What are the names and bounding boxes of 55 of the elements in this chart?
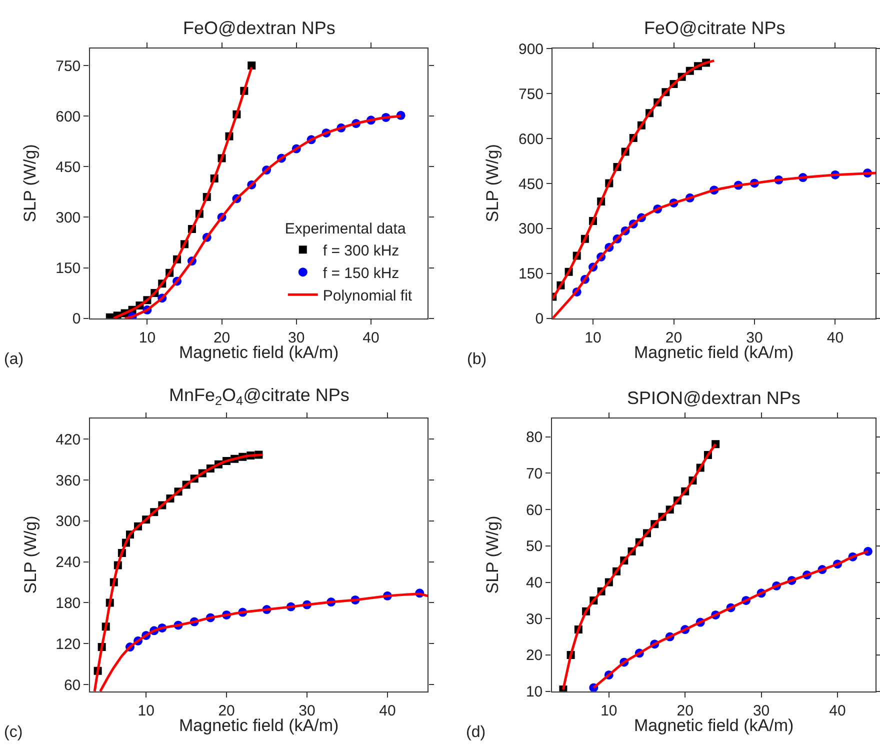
y-tick-label: 150 (518, 266, 544, 283)
y-axis-title: SLP (W/g) (483, 144, 502, 222)
y-tick-label: 300 (56, 513, 81, 530)
x-tick-label: 40 (379, 702, 396, 720)
point (248, 62, 256, 70)
y-tick-label: 360 (56, 472, 81, 490)
y-tick-label: 20 (526, 647, 543, 664)
y-tick-label: 180 (56, 594, 81, 612)
y-tick-label: 450 (56, 158, 81, 176)
text: (c) (4, 724, 23, 741)
x-tick-label: 40 (829, 702, 846, 720)
legend-label: f = 300 kHz (322, 242, 400, 260)
chart-title: MnFe$_{2}$O$_{4}$@citrate NPs (169, 385, 350, 408)
y-tick-label: 420 (56, 431, 81, 448)
legend-label: f = 150 kHz (322, 264, 400, 282)
y-tick-label: 120 (56, 636, 81, 653)
y-tick-label: 0 (72, 310, 81, 328)
legend-label: Polynomial fit (322, 287, 413, 304)
y-tick-label: 10 (526, 684, 543, 701)
y-tick-label: 40 (526, 574, 543, 592)
y-axis-title: SLP (W/g) (20, 144, 40, 222)
y-tick-label: 70 (526, 465, 543, 482)
text: (d) (466, 724, 486, 741)
y-tick-label: 600 (56, 108, 81, 126)
x-tick-label: 10 (600, 702, 618, 720)
y-tick-label: 900 (518, 40, 544, 58)
x-tick-label: 10 (138, 329, 156, 346)
x-tick-label: 40 (362, 329, 380, 346)
y-tick-label: 60 (64, 676, 81, 694)
y-tick-label: 750 (518, 86, 544, 103)
line-series (552, 59, 716, 300)
y-tick-label: 600 (518, 130, 544, 148)
y-tick-label: 50 (526, 538, 543, 556)
y-tick-label: 750 (56, 58, 81, 75)
y-tick-label: 300 (56, 209, 81, 226)
y-axis-title: SLP (W/g) (482, 516, 502, 594)
y-tick-label: 0 (535, 310, 544, 328)
y-tick-label: 450 (518, 176, 544, 193)
y-tick-label: 80 (526, 429, 543, 446)
x-tick-label: 40 (826, 329, 844, 346)
chart-title: FeO@citrate NPs (644, 18, 786, 38)
chart-title: SPION@dextran NPs (627, 388, 800, 408)
y-tick-label: 240 (56, 554, 81, 572)
text: (b) (467, 351, 487, 368)
y-tick-label: 150 (56, 260, 81, 278)
y-tick-label: 30 (526, 610, 543, 628)
text: (a) (4, 351, 24, 368)
x-tick-label: 10 (584, 329, 602, 346)
y-tick-label: 60 (526, 502, 543, 519)
y-tick-label: 300 (518, 220, 544, 238)
y-axis-title: SLP (W/g) (20, 516, 40, 594)
legend-title: Experimental data (284, 220, 406, 238)
chart-title: FeO@dextran NPs (183, 18, 336, 38)
line-series (552, 172, 876, 318)
x-tick-label: 10 (138, 702, 154, 720)
